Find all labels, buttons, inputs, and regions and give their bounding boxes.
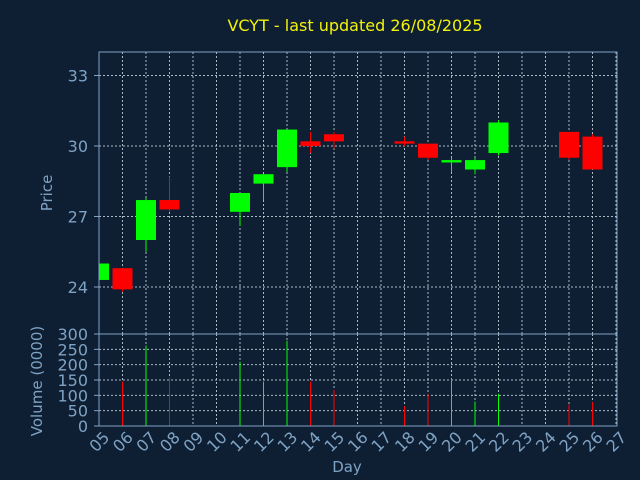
candle-body [99, 263, 109, 280]
candle-body [230, 193, 250, 212]
chart-title: VCYT - last updated 26/08/2025 [227, 16, 482, 35]
candle-body [559, 131, 579, 158]
candle-body [253, 174, 274, 184]
candle-body [441, 160, 462, 163]
volume-y-tick-label: 300 [57, 325, 88, 344]
candle-body [136, 200, 156, 240]
candle-body [277, 129, 297, 168]
price-axis-label: Price [38, 175, 56, 212]
volume-y-tick-label: 0 [78, 417, 88, 436]
x-tick-label: 27 [602, 428, 630, 456]
candle-body [324, 134, 344, 142]
x-axis-label: Day [332, 458, 362, 476]
price-y-tick-label: 27 [68, 208, 88, 227]
candle-body [112, 268, 133, 290]
price-y-tick-label: 30 [68, 137, 88, 156]
volume-y-tick-label: 100 [57, 386, 88, 405]
volume-y-tick-label: 50 [68, 402, 88, 421]
candle-body [465, 160, 485, 170]
price-panel: 24 27 30 33 [68, 51, 618, 335]
candle-body [159, 200, 180, 210]
volume-y-tick-label: 150 [57, 371, 88, 390]
price-y-tick-label: 33 [68, 67, 88, 86]
price-y-tick-label: 24 [68, 278, 88, 297]
candle-body [300, 141, 321, 146]
volume-axis-label: Volume (0000) [28, 326, 46, 436]
candle-body [582, 136, 603, 170]
volume-y-tick-label: 250 [57, 340, 88, 359]
volume-y-tick-label: 200 [57, 356, 88, 375]
candle-body [394, 141, 415, 144]
candle-body [488, 122, 509, 154]
candle-body [418, 143, 438, 158]
